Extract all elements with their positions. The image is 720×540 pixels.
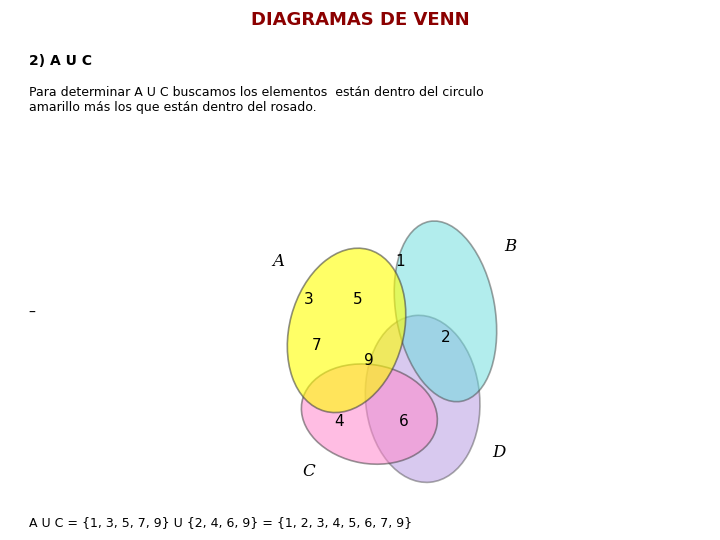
Text: C: C [302,463,315,480]
Text: D: D [492,444,505,461]
Text: 4: 4 [334,414,343,429]
Text: 2) A U C: 2) A U C [29,54,92,68]
Ellipse shape [365,315,480,482]
Text: 1: 1 [395,254,405,269]
Text: –: – [29,306,36,320]
Text: 5: 5 [353,293,363,307]
Ellipse shape [302,364,437,464]
Ellipse shape [395,221,497,402]
Text: B: B [504,238,516,255]
Text: 9: 9 [364,353,374,368]
Text: 3: 3 [304,293,313,307]
Text: DIAGRAMAS DE VENN: DIAGRAMAS DE VENN [251,11,469,29]
Text: A: A [272,253,284,271]
Text: 7: 7 [311,338,321,353]
Text: Para determinar A U C buscamos los elementos  están dentro del circulo
amarillo : Para determinar A U C buscamos los eleme… [29,86,483,114]
Ellipse shape [287,248,406,413]
Text: 2: 2 [441,330,450,346]
Text: 6: 6 [399,414,408,429]
Text: A U C = {1, 3, 5, 7, 9} U {2, 4, 6, 9} = {1, 2, 3, 4, 5, 6, 7, 9}: A U C = {1, 3, 5, 7, 9} U {2, 4, 6, 9} =… [29,516,412,529]
